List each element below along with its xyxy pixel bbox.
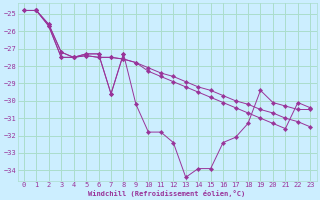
X-axis label: Windchill (Refroidissement éolien,°C): Windchill (Refroidissement éolien,°C) (88, 190, 246, 197)
